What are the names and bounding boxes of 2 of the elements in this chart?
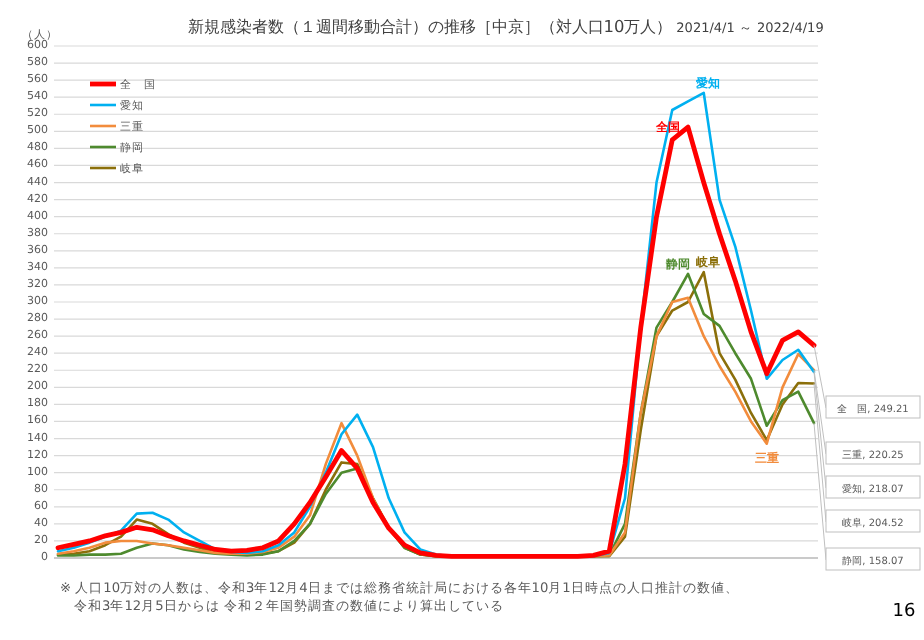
- text: 16: [892, 602, 916, 622]
- chart-title: 新規感染者数（１週間移動合計）の推移［中京］（対人口10万人）: [187, 16, 673, 36]
